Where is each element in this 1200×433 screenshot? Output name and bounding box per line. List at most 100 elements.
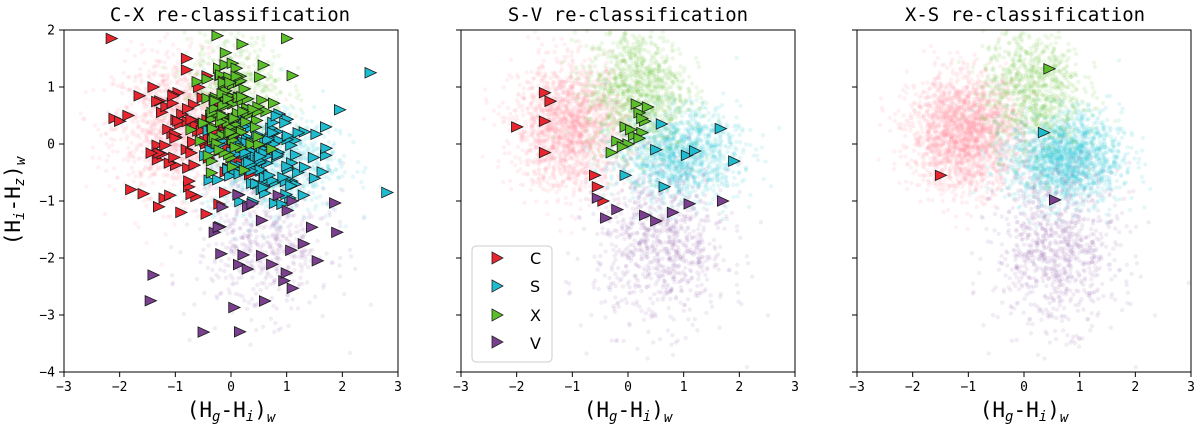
cloud-point-v: [242, 298, 247, 303]
cloud-point-c: [178, 77, 183, 82]
cloud-point-v: [275, 237, 280, 242]
cloud-point-v: [294, 203, 299, 208]
cloud-point-c: [542, 71, 548, 76]
cloud-point-c: [536, 66, 541, 71]
cloud-point-c: [505, 105, 510, 111]
cloud-point-v: [194, 208, 199, 213]
cloud-point-c: [182, 84, 188, 90]
cloud-point-v: [205, 265, 210, 271]
cloud-point-s: [309, 197, 314, 202]
cloud-point-x: [276, 53, 281, 58]
cloud-point-c: [133, 221, 138, 226]
cloud-point-v: [273, 321, 278, 326]
cloud-point-v: [216, 275, 221, 280]
cloud-point-c: [177, 167, 182, 172]
cloud-point-v: [251, 302, 256, 307]
cloud-point-c: [207, 81, 212, 86]
cloud-point-x: [228, 31, 234, 36]
cloud-point-v: [266, 234, 271, 240]
cloud-point-v: [223, 275, 229, 280]
cloud-point-c: [112, 137, 117, 143]
cloud-point-v: [201, 247, 206, 252]
cloud-point-c: [561, 55, 567, 60]
cloud-point-c: [195, 214, 200, 219]
cloud-point-s: [205, 199, 210, 204]
cloud-point-x: [239, 52, 244, 57]
cloud-point-x: [201, 60, 207, 65]
cloud-point-c: [195, 154, 200, 160]
cloud-point-v: [234, 210, 239, 216]
cloud-point-c: [147, 166, 152, 171]
cloud-point-s: [351, 140, 356, 145]
cloud-point-s: [347, 132, 352, 138]
cloud-point-x: [252, 62, 257, 68]
cloud-point-c: [179, 82, 184, 88]
cloud-point-c: [153, 133, 159, 138]
cloud-point-c: [206, 51, 212, 56]
cloud-point-c: [172, 142, 177, 147]
cloud-point-c: [103, 120, 109, 125]
cloud-point-c: [164, 167, 169, 172]
cloud-point-s: [332, 141, 337, 146]
cloud-point-c: [159, 73, 165, 78]
cloud-point-c: [188, 36, 194, 41]
cloud-point-c: [155, 49, 160, 55]
cloud-point-x: [200, 45, 205, 51]
cloud-point-c: [144, 240, 149, 246]
cloud-point-c: [125, 145, 131, 150]
cloud-point-s: [179, 189, 184, 194]
cloud-point-s: [324, 174, 330, 179]
cloud-point-c: [142, 48, 147, 53]
cloud-point-s: [304, 136, 309, 141]
cloud-point-c: [152, 122, 157, 127]
cloud-point-v: [273, 225, 278, 230]
cloud-point-c: [83, 90, 88, 95]
cloud-point-c: [123, 105, 128, 110]
cloud-point-c: [159, 79, 165, 84]
cloud-point-v: [330, 260, 335, 265]
cloud-point-v: [241, 235, 246, 240]
cloud-point-c: [168, 80, 174, 85]
cloud-point-c: [161, 214, 166, 219]
cloud-point-v: [258, 271, 263, 276]
cloud-point-x: [247, 51, 252, 56]
cloud-point-c: [115, 83, 120, 88]
cloud-point-c: [150, 121, 155, 127]
cloud-point-c: [91, 87, 96, 93]
cloud-point-c: [153, 133, 159, 138]
cloud-point-v: [226, 256, 232, 262]
cloud-point-x: [255, 35, 260, 41]
cloud-point-x: [293, 113, 299, 119]
cloud-point-c: [135, 119, 140, 125]
cloud-point-c: [183, 206, 188, 211]
cloud-point-c: [108, 136, 114, 142]
cloud-point-x: [273, 85, 279, 91]
cloud-point-s: [304, 119, 309, 124]
cloud-point-c: [205, 45, 211, 51]
cloud-point-c: [157, 136, 162, 141]
cloud-point-x: [208, 81, 213, 86]
cloud-point-c: [524, 70, 529, 75]
cloud-point-c: [169, 147, 174, 153]
cloud-point-v: [347, 350, 353, 356]
cloud-point-x: [232, 52, 238, 57]
cloud-point-c: [139, 77, 144, 82]
cloud-point-c: [536, 168, 542, 173]
cloud-point-c: [145, 97, 150, 102]
cloud-point-c: [192, 157, 197, 162]
cloud-point-c: [186, 95, 191, 100]
cloud-point-c: [133, 116, 138, 121]
cloud-point-c: [539, 42, 545, 47]
cloud-point-c: [185, 77, 190, 82]
cloud-point-c: [147, 140, 152, 145]
cloud-point-c: [146, 197, 151, 202]
cloud-point-x: [184, 50, 189, 56]
cloud-point-s: [295, 145, 300, 151]
cloud-point-c: [233, 179, 238, 184]
cloud-point-v: [222, 268, 227, 274]
cloud-point-x: [247, 41, 252, 46]
cloud-point-v: [229, 222, 235, 227]
cloud-point-x: [253, 40, 258, 46]
cloud-point-c: [150, 180, 156, 185]
